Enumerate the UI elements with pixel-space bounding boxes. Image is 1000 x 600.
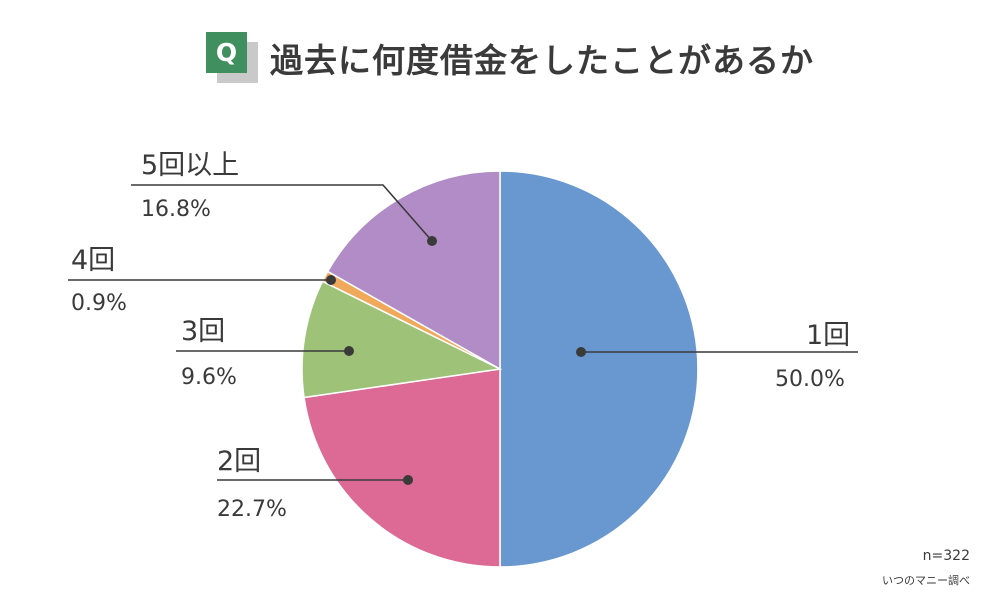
pie-slice-1 <box>499 170 699 568</box>
slice-label-1: 1回 <box>806 320 850 351</box>
chart-title: 過去に何度借金をしたことがあるか <box>270 41 814 80</box>
leader-dot-5 <box>427 236 437 246</box>
slice-percent-5: 16.8% <box>141 197 211 222</box>
slice-percent-2: 22.7% <box>217 497 287 522</box>
slice-label-5: 5回以上 <box>141 150 239 181</box>
leader-lines <box>68 184 858 485</box>
pie-slice-2 <box>303 368 501 568</box>
chart-header: Q 過去に何度借金をしたことがあるか <box>0 32 1000 88</box>
leader-line-5 <box>131 184 433 242</box>
source-note: いつのマニー調べ <box>882 574 970 587</box>
slice-percent-1: 50.0% <box>775 367 845 392</box>
pie-slices <box>301 170 699 568</box>
slice-percent-3: 9.6% <box>181 365 237 390</box>
slice-label-4: 4回 <box>71 245 115 276</box>
pie-slice-3 <box>301 280 503 399</box>
leader-dot-1 <box>576 347 586 357</box>
leader-dot-3 <box>344 346 354 356</box>
leader-dot-4 <box>326 275 336 285</box>
leader-dot-2 <box>403 475 413 485</box>
question-badge: Q <box>206 32 247 73</box>
slice-label-2: 2回 <box>217 446 261 477</box>
sample-size: n=322 <box>922 548 970 564</box>
slice-percent-4: 0.9% <box>71 291 127 316</box>
slice-label-3: 3回 <box>181 316 225 347</box>
slice-labels: 1回 50.0% 2回 22.7% 3回 9.6% 4回 0.9% 5回以上 16.8% <box>71 150 850 522</box>
pie-slice-5 <box>326 170 501 371</box>
